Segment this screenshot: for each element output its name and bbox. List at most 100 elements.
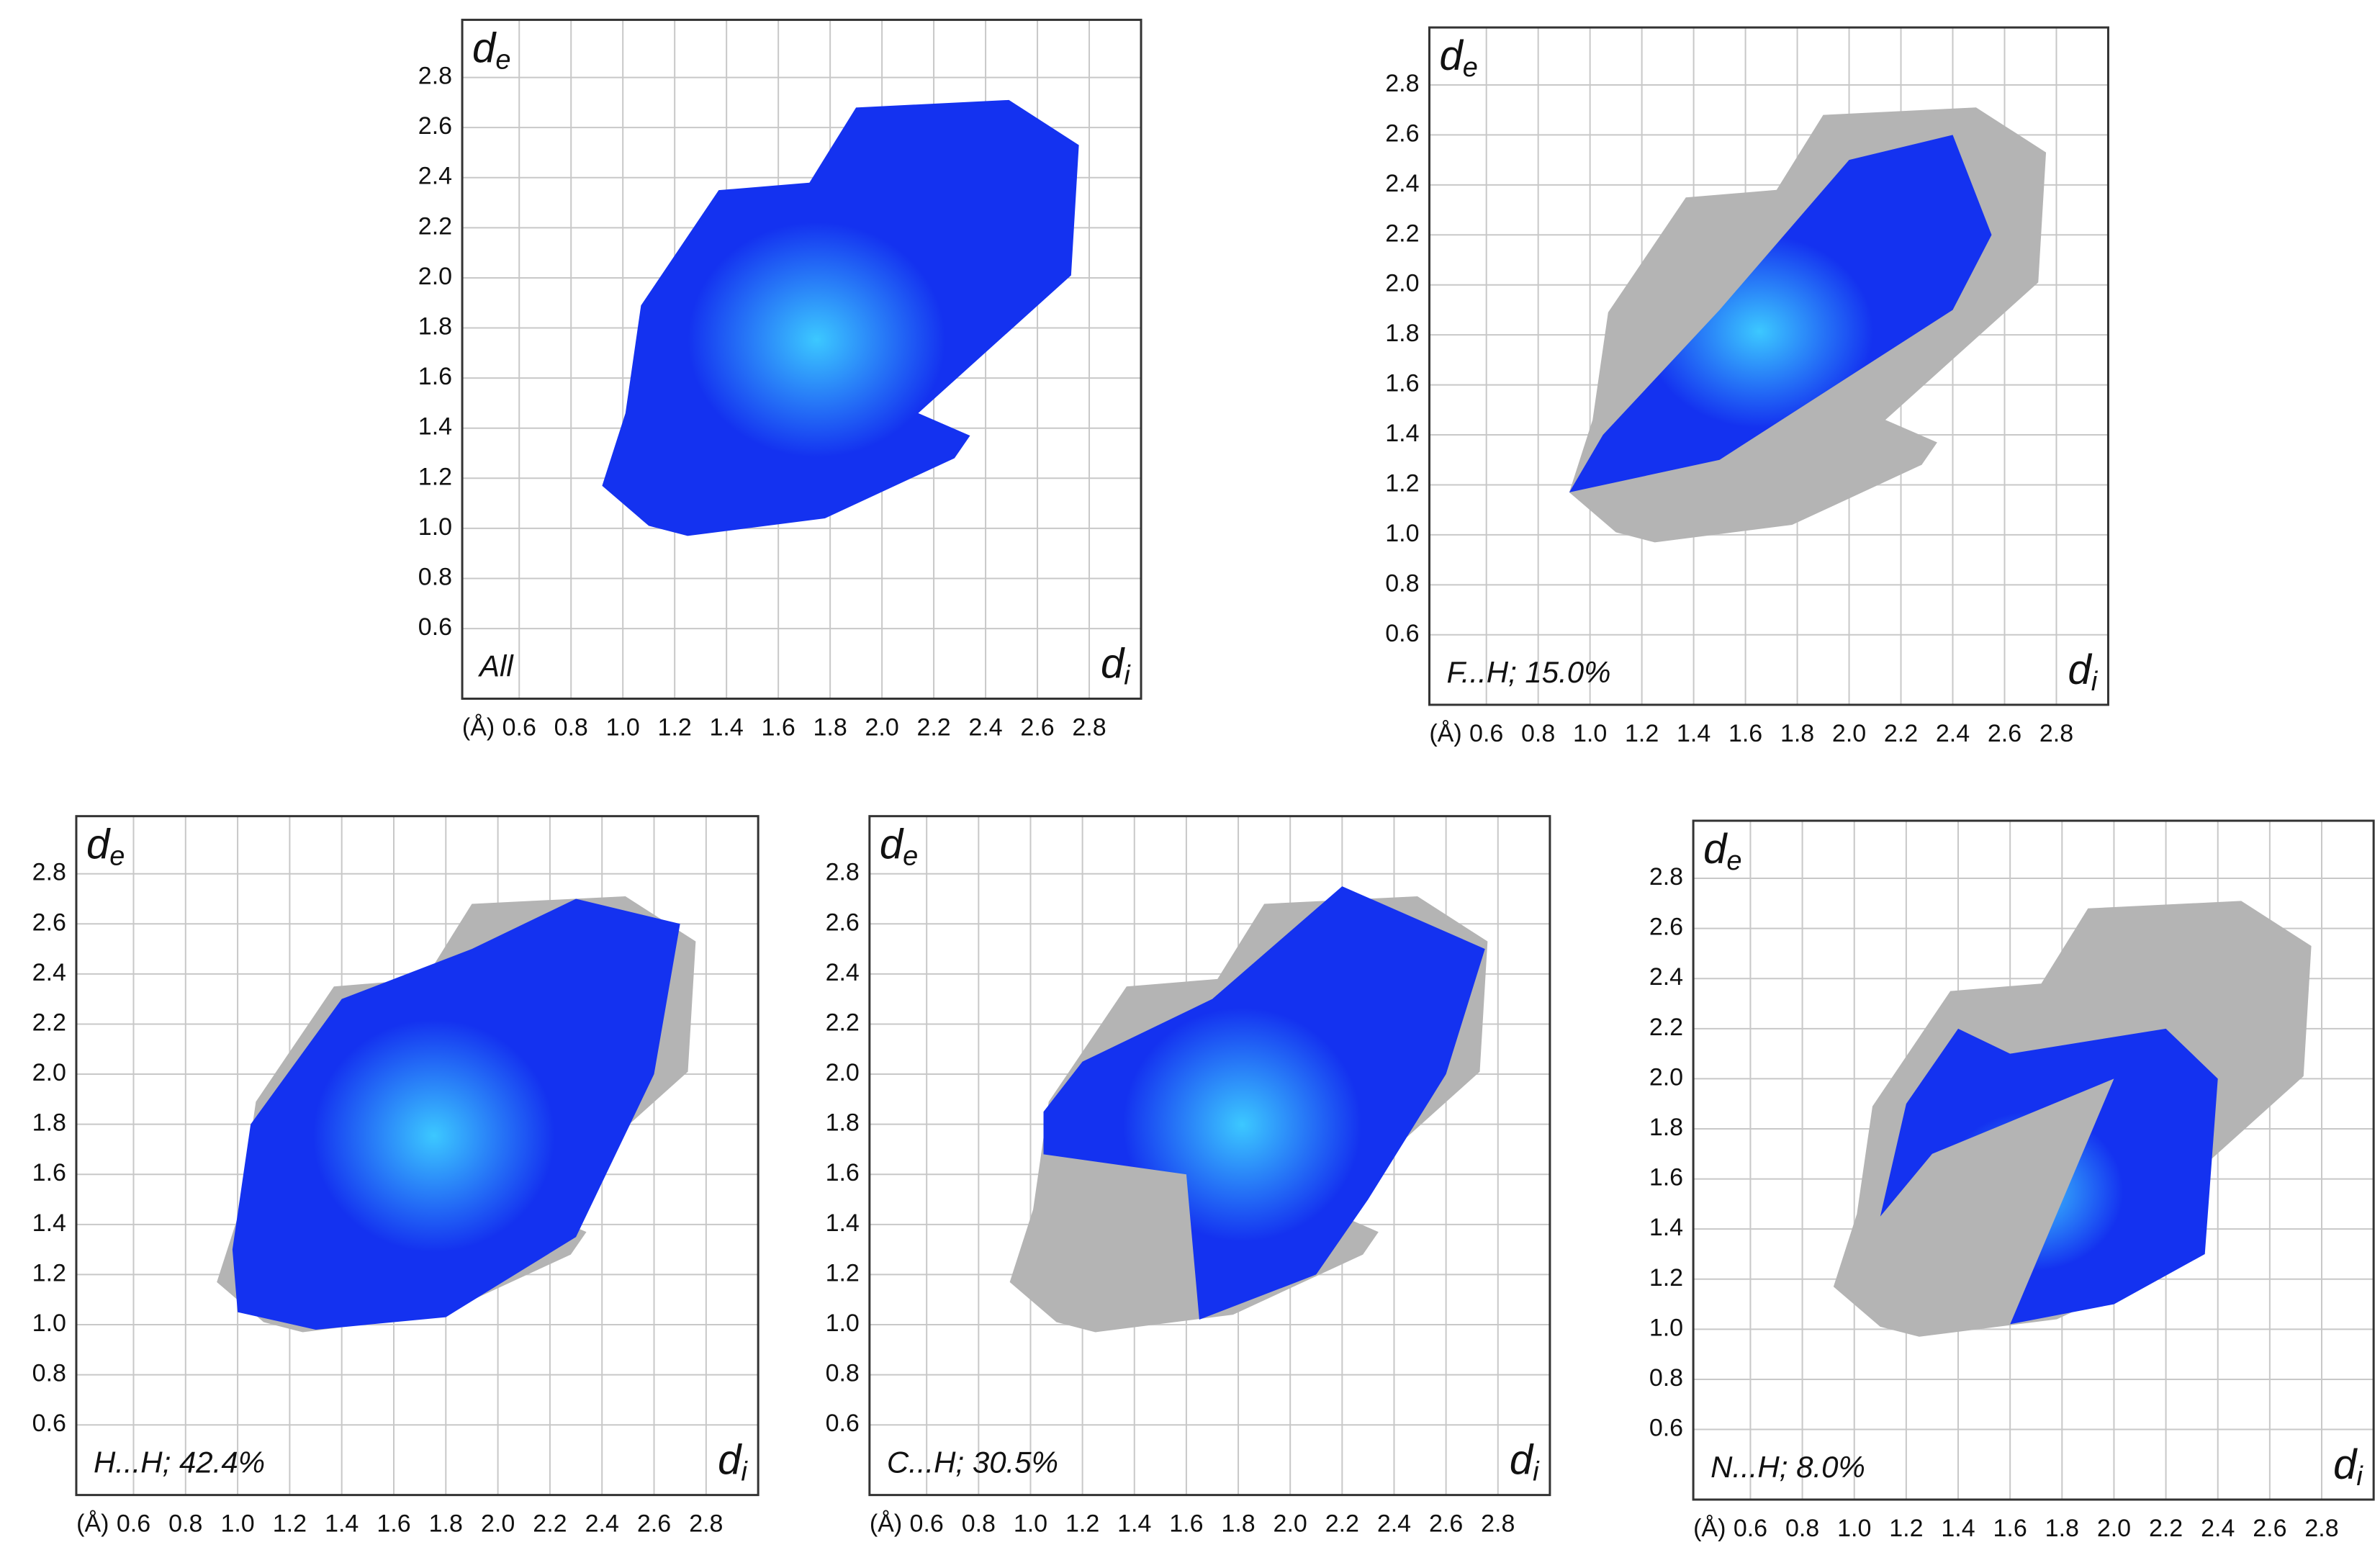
y-tick-label: 1.6 xyxy=(32,1159,66,1186)
x-tick-label: 2.8 xyxy=(2039,720,2073,747)
y-tick-label: 2.6 xyxy=(32,909,66,936)
x-axis-label: di xyxy=(1101,641,1131,691)
y-tick-label: 0.6 xyxy=(418,613,452,641)
x-tick-label: 1.8 xyxy=(1780,720,1814,747)
y-tick-label: 0.8 xyxy=(418,563,452,590)
y-axis-label: de xyxy=(1440,32,1478,83)
x-unit: (Å) xyxy=(76,1510,109,1538)
y-axis-label-sub: e xyxy=(903,842,918,872)
y-tick-label: 1.0 xyxy=(418,513,452,541)
x-tick-label: 2.4 xyxy=(1936,720,1970,747)
y-tick-label: 2.2 xyxy=(32,1009,66,1036)
y-axis-label: de xyxy=(880,821,918,872)
x-tick-label: 2.6 xyxy=(1988,720,2021,747)
x-tick-label: 2.0 xyxy=(865,713,898,741)
x-axis-label-main: d xyxy=(2068,646,2092,693)
y-tick-label: 2.6 xyxy=(1649,914,1683,941)
x-axis-label-sub: i xyxy=(2356,1461,2363,1492)
y-tick-label: 2.8 xyxy=(1385,70,1419,97)
y-tick-label: 2.4 xyxy=(32,959,66,986)
y-tick-label: 1.8 xyxy=(826,1109,860,1137)
y-tick-label: 2.8 xyxy=(826,859,860,886)
y-tick-label: 1.2 xyxy=(418,463,452,490)
x-tick-label: 2.6 xyxy=(2253,1515,2286,1542)
y-tick-label: 1.4 xyxy=(32,1209,66,1237)
x-tick-label: 0.6 xyxy=(1734,1515,1767,1542)
y-tick-label: 1.4 xyxy=(826,1209,860,1237)
contact-cloud xyxy=(1569,135,1992,492)
y-tick-label: 2.0 xyxy=(418,263,452,290)
x-tick-label: 1.6 xyxy=(762,713,795,741)
y-tick-label: 0.6 xyxy=(1649,1415,1683,1442)
x-tick-label: 1.4 xyxy=(1117,1510,1151,1538)
annotation: F...H; 15.0% xyxy=(1447,655,1611,689)
plot-frame xyxy=(1692,819,2375,1501)
y-tick-label: 1.0 xyxy=(32,1310,66,1337)
y-tick-label: 1.6 xyxy=(418,363,452,390)
annotation: N...H; 8.0% xyxy=(1710,1450,1865,1484)
y-tick-label: 2.6 xyxy=(1385,120,1419,147)
x-tick-label: 0.6 xyxy=(910,1510,944,1538)
x-tick-label: 1.8 xyxy=(429,1510,463,1538)
plot-frame xyxy=(75,815,759,1497)
y-axis-label: de xyxy=(1703,826,1741,876)
x-tick-label: 2.4 xyxy=(1377,1510,1411,1538)
y-tick-label: 1.4 xyxy=(1649,1214,1683,1241)
plot-frame xyxy=(461,19,1142,700)
x-tick-label: 2.6 xyxy=(1020,713,1054,741)
x-tick-label: 2.8 xyxy=(1072,713,1106,741)
y-tick-label: 2.6 xyxy=(418,112,452,140)
x-axis-label: di xyxy=(2333,1441,2363,1492)
all-contacts-cloud xyxy=(1833,901,2312,1337)
x-tick-label: 2.6 xyxy=(1429,1510,1463,1538)
y-tick-label: 1.0 xyxy=(1649,1314,1683,1341)
x-axis-label: di xyxy=(718,1437,748,1487)
x-axis-label-sub: i xyxy=(1533,1457,1540,1487)
x-tick-label: 1.8 xyxy=(1221,1510,1255,1538)
x-unit: (Å) xyxy=(462,713,495,741)
x-tick-label: 2.2 xyxy=(1325,1510,1359,1538)
y-axis-label-sub: e xyxy=(1463,53,1478,83)
x-tick-label: 1.0 xyxy=(1014,1510,1047,1538)
x-tick-label: 2.2 xyxy=(1884,720,1918,747)
x-tick-label: 0.6 xyxy=(117,1510,150,1538)
y-tick-label: 1.8 xyxy=(32,1109,66,1137)
x-tick-label: 2.0 xyxy=(1274,1510,1307,1538)
y-tick-label: 2.0 xyxy=(1649,1063,1683,1091)
x-tick-label: 1.2 xyxy=(658,713,692,741)
y-tick-label: 0.6 xyxy=(826,1410,860,1437)
x-tick-label: 2.4 xyxy=(585,1510,619,1538)
contact-cloud xyxy=(232,898,680,1330)
x-tick-label: 2.8 xyxy=(1481,1510,1515,1538)
y-tick-label: 0.8 xyxy=(826,1360,860,1387)
contact-cloud xyxy=(1880,1028,2218,1325)
y-axis-label-main: d xyxy=(472,25,497,72)
y-tick-label: 2.0 xyxy=(1385,270,1419,297)
panel: 0.6 0.8 1.0 1.2 1.4 1.6 1.8 2.0 2.2 2.4 2.6 2.8 0.6 0… xyxy=(826,815,1551,1538)
y-tick-label: 1.2 xyxy=(32,1259,66,1287)
annotation: H...H; 42.4% xyxy=(94,1446,265,1479)
x-tick-label: 0.6 xyxy=(502,713,536,741)
y-tick-label: 2.2 xyxy=(418,212,452,240)
x-axis-label-main: d xyxy=(1101,641,1125,688)
y-tick-label: 1.8 xyxy=(1385,320,1419,347)
x-tick-label: 2.6 xyxy=(637,1510,671,1538)
y-tick-label: 2.6 xyxy=(826,909,860,936)
x-tick-label: 1.2 xyxy=(1625,720,1659,747)
y-tick-label: 2.4 xyxy=(1385,170,1419,197)
y-axis-label: de xyxy=(86,821,125,872)
x-tick-label: 1.0 xyxy=(606,713,640,741)
y-axis-label-main: d xyxy=(880,821,904,868)
y-tick-label: 2.8 xyxy=(418,63,452,90)
x-tick-label: 0.8 xyxy=(1521,720,1555,747)
x-axis-label-main: d xyxy=(718,1437,742,1484)
x-tick-label: 0.8 xyxy=(1785,1515,1819,1542)
x-tick-label: 0.8 xyxy=(554,713,588,741)
x-tick-label: 0.6 xyxy=(1469,720,1503,747)
x-tick-label: 1.6 xyxy=(1728,720,1762,747)
y-tick-label: 1.6 xyxy=(826,1159,860,1186)
x-tick-label: 2.0 xyxy=(2097,1515,2131,1542)
y-tick-label: 2.4 xyxy=(826,959,860,986)
contact-cloud xyxy=(602,99,1079,536)
